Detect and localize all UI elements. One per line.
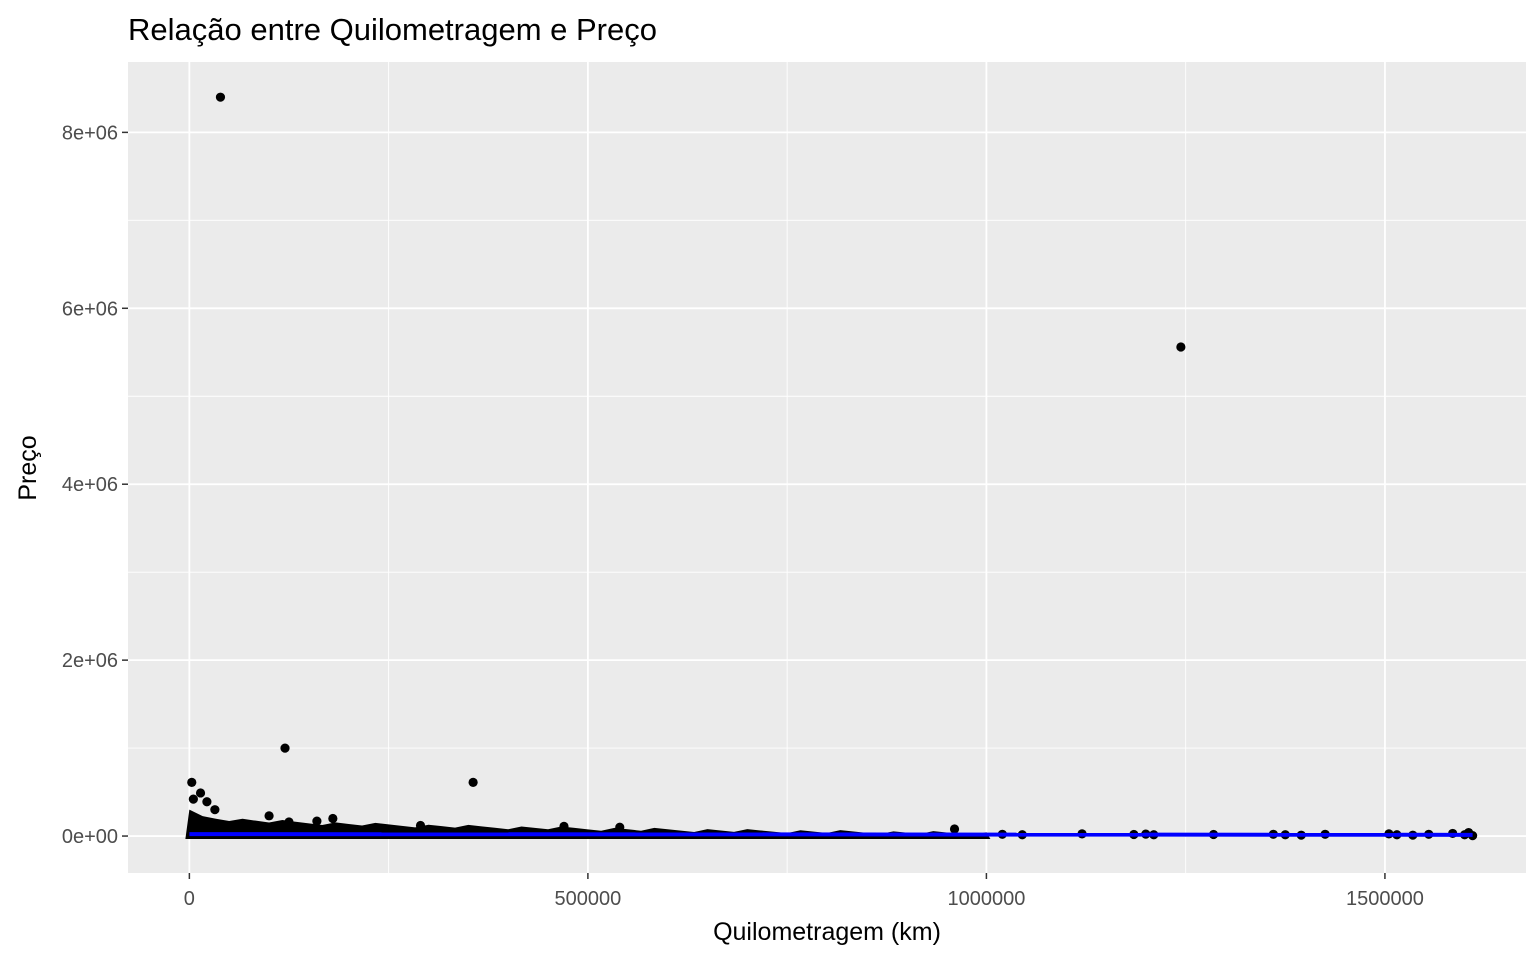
chart-title: Relação entre Quilometragem e Preço — [128, 12, 657, 47]
y-tick-label: 0e+00 — [62, 826, 118, 848]
x-axis: 0 500000 1000000 1500000 — [184, 873, 1424, 910]
grid-minor — [128, 62, 1526, 873]
data-point — [202, 797, 212, 807]
data-point — [215, 92, 226, 102]
trend-line — [189, 832, 1473, 837]
data-point — [195, 788, 206, 798]
data-point — [187, 777, 197, 788]
data-point — [615, 822, 625, 832]
x-tick-label: 1000000 — [947, 888, 1025, 910]
trend-line-path — [189, 832, 1473, 837]
dense-point-band — [185, 809, 991, 840]
y-axis-title: Preço — [14, 435, 42, 500]
data-point — [210, 805, 220, 815]
data-point — [1176, 342, 1186, 352]
x-axis-title: Quilometragem (km) — [713, 918, 941, 946]
y-tick-label: 8e+06 — [62, 122, 118, 144]
data-point — [312, 816, 322, 826]
data-point — [559, 821, 569, 831]
y-axis: 0e+00 2e+06 4e+06 6e+06 8e+06 — [62, 122, 128, 848]
x-tick-label: 500000 — [555, 888, 622, 910]
data-point — [280, 743, 290, 753]
plot-panel — [128, 62, 1526, 873]
data-point — [468, 777, 478, 788]
data-point — [949, 824, 960, 834]
data-point — [188, 794, 198, 804]
data-point — [284, 817, 294, 827]
y-tick-label: 4e+06 — [62, 474, 118, 496]
y-tick-label: 2e+06 — [62, 650, 118, 672]
dense-point-band-shape — [185, 809, 991, 840]
x-tick-label: 1500000 — [1346, 888, 1424, 910]
data-point — [328, 813, 338, 824]
x-tick-label: 0 — [184, 888, 195, 910]
data-point — [415, 820, 426, 831]
data-point — [264, 811, 274, 821]
y-tick-label: 6e+06 — [62, 298, 118, 320]
